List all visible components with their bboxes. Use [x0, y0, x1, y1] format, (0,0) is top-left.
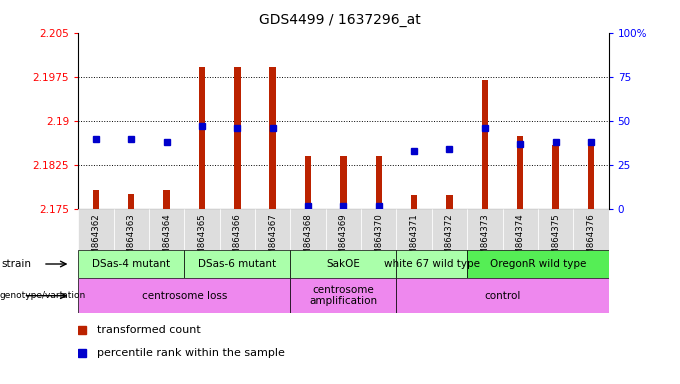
Bar	[234, 67, 241, 209]
Bar	[396, 209, 432, 250]
Text: GSM864362: GSM864362	[91, 214, 101, 266]
Text: GSM864373: GSM864373	[480, 214, 490, 266]
Bar	[78, 278, 290, 313]
Bar	[114, 209, 149, 250]
Bar	[290, 209, 326, 250]
Text: centrosome
amplification: centrosome amplification	[309, 285, 377, 306]
Bar	[290, 278, 396, 313]
Text: GSM864374: GSM864374	[515, 214, 525, 266]
Bar	[92, 190, 99, 209]
Bar	[305, 156, 311, 209]
Bar	[538, 209, 573, 250]
Text: GSM864371: GSM864371	[409, 214, 419, 266]
Bar	[149, 209, 184, 250]
Bar	[411, 195, 418, 209]
Text: GSM864375: GSM864375	[551, 214, 560, 266]
Text: genotype/variation: genotype/variation	[0, 291, 86, 300]
Bar	[481, 80, 488, 209]
Text: DSas-6 mutant: DSas-6 mutant	[199, 259, 276, 269]
Bar	[199, 67, 205, 209]
Text: GSM864367: GSM864367	[268, 214, 277, 266]
Text: GSM864370: GSM864370	[374, 214, 384, 266]
Bar	[467, 209, 503, 250]
Bar	[340, 156, 347, 209]
Bar	[255, 209, 290, 250]
Text: DSas-4 mutant: DSas-4 mutant	[92, 259, 170, 269]
Text: transformed count: transformed count	[97, 325, 201, 335]
Text: GDS4499 / 1637296_at: GDS4499 / 1637296_at	[259, 13, 421, 27]
Bar	[326, 209, 361, 250]
Bar	[396, 250, 467, 278]
Text: GSM864372: GSM864372	[445, 214, 454, 266]
Bar	[375, 156, 382, 209]
Bar	[78, 209, 114, 250]
Text: SakOE: SakOE	[326, 259, 360, 269]
Bar	[432, 209, 467, 250]
Text: control: control	[484, 291, 521, 301]
Bar	[290, 250, 396, 278]
Bar	[446, 195, 453, 209]
Text: GSM864366: GSM864366	[233, 214, 242, 266]
Text: GSM864364: GSM864364	[162, 214, 171, 266]
Text: GSM864369: GSM864369	[339, 214, 348, 266]
Bar	[588, 144, 594, 209]
Text: GSM864363: GSM864363	[126, 214, 136, 266]
Text: strain: strain	[1, 259, 31, 269]
Bar	[396, 278, 609, 313]
Bar	[184, 250, 290, 278]
Bar	[163, 190, 170, 209]
Bar	[184, 209, 220, 250]
Text: percentile rank within the sample: percentile rank within the sample	[97, 348, 285, 358]
Bar	[361, 209, 396, 250]
Bar	[517, 136, 524, 209]
Bar	[269, 67, 276, 209]
Bar	[467, 250, 609, 278]
Text: GSM864368: GSM864368	[303, 214, 313, 266]
Text: centrosome loss: centrosome loss	[141, 291, 227, 301]
Bar	[503, 209, 538, 250]
Text: OregonR wild type: OregonR wild type	[490, 259, 586, 269]
Bar	[128, 194, 135, 209]
Bar	[573, 209, 609, 250]
Text: white 67 wild type: white 67 wild type	[384, 259, 480, 269]
Bar	[78, 250, 184, 278]
Bar	[552, 144, 559, 209]
Text: GSM864376: GSM864376	[586, 214, 596, 266]
Text: GSM864365: GSM864365	[197, 214, 207, 266]
Bar	[220, 209, 255, 250]
